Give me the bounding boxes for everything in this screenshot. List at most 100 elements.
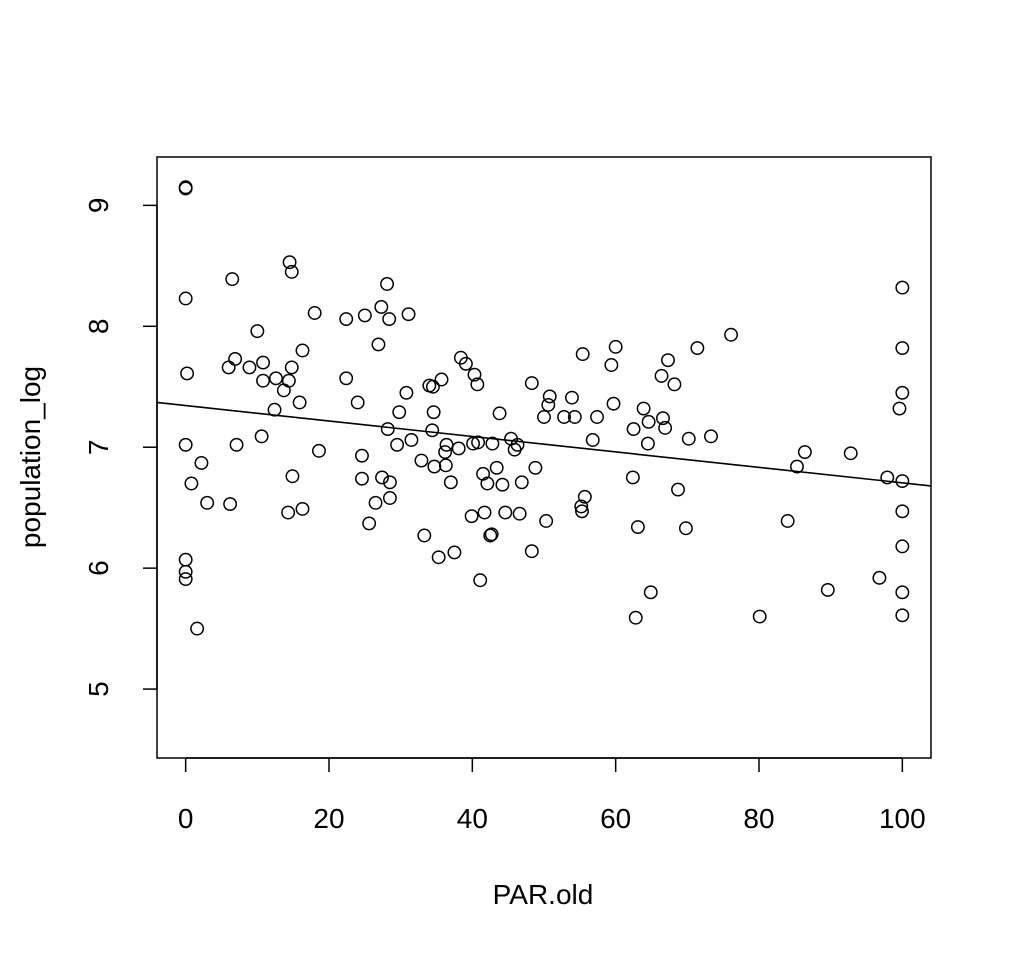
- data-point: [495, 477, 510, 492]
- data-point: [242, 360, 257, 375]
- data-point: [434, 372, 449, 387]
- data-point: [895, 504, 910, 519]
- data-point: [483, 528, 498, 543]
- data-point: [752, 609, 767, 624]
- data-point: [542, 389, 557, 404]
- data-point: [292, 395, 307, 410]
- data-point: [492, 406, 507, 421]
- data-point: [382, 475, 397, 490]
- data-point: [567, 410, 582, 424]
- data-point: [880, 470, 895, 485]
- x-tick-label: 80: [743, 803, 774, 834]
- data-point: [339, 312, 354, 326]
- regression-line: [156, 401, 932, 487]
- data-point: [254, 429, 269, 444]
- x-tick-label: 60: [600, 803, 631, 834]
- data-point: [671, 482, 685, 497]
- data-point: [510, 437, 525, 452]
- data-point: [608, 339, 623, 354]
- data-point: [643, 585, 658, 600]
- data-point: [178, 572, 193, 586]
- data-point: [473, 573, 488, 588]
- data-point: [307, 306, 322, 320]
- data-point: [471, 435, 486, 450]
- data-point: [895, 608, 910, 623]
- data-point: [484, 527, 499, 542]
- data-point: [574, 499, 589, 514]
- data-point: [895, 280, 910, 295]
- data-point: [678, 521, 693, 536]
- data-point: [466, 436, 480, 451]
- data-point: [180, 366, 195, 381]
- data-point: [498, 505, 513, 520]
- data-point: [355, 471, 369, 486]
- data-point: [895, 385, 910, 400]
- data-point: [221, 360, 236, 375]
- data-point: [374, 299, 389, 314]
- data-point: [225, 272, 240, 287]
- data-point: [312, 443, 326, 458]
- data-point: [178, 552, 193, 567]
- data-point: [382, 312, 397, 326]
- data-point: [269, 371, 283, 386]
- data-point: [843, 446, 858, 461]
- x-tick-label: 100: [879, 803, 926, 834]
- data-point: [872, 570, 887, 585]
- data-point: [200, 495, 215, 510]
- data-point: [895, 341, 910, 356]
- data-point: [524, 544, 539, 559]
- data-point: [178, 181, 193, 196]
- data-point: [281, 373, 296, 388]
- data-point: [477, 505, 492, 520]
- data-point: [628, 610, 643, 625]
- data-point: [250, 324, 265, 339]
- data-point: [485, 436, 500, 451]
- data-point: [539, 514, 554, 528]
- data-point: [426, 405, 441, 420]
- data-point: [467, 367, 482, 382]
- data-point: [458, 356, 473, 371]
- y-tick-label: 5: [83, 681, 114, 697]
- data-point: [790, 459, 804, 474]
- data-point: [512, 506, 527, 521]
- data-point: [565, 390, 579, 405]
- data-point: [797, 445, 812, 460]
- data-point: [480, 476, 495, 491]
- data-point: [892, 401, 907, 416]
- data-point: [656, 411, 670, 426]
- y-tick-label: 6: [83, 560, 114, 576]
- data-point: [626, 422, 641, 437]
- data-point: [630, 520, 645, 534]
- data-point: [350, 395, 365, 410]
- plot-frame: [156, 156, 932, 759]
- y-tick-label: 9: [83, 198, 114, 214]
- data-point: [704, 429, 718, 444]
- data-point: [636, 401, 651, 416]
- data-point: [575, 504, 589, 519]
- data-point: [724, 327, 738, 342]
- data-point: [178, 291, 193, 306]
- data-point: [285, 469, 300, 484]
- data-point: [489, 460, 504, 475]
- data-point: [690, 341, 705, 356]
- x-tick-label: 0: [178, 803, 194, 834]
- y-tick-label: 8: [83, 319, 114, 335]
- data-point: [427, 459, 442, 474]
- data-point: [464, 509, 479, 524]
- data-point: [575, 347, 590, 362]
- data-point: [357, 308, 372, 323]
- data-point: [355, 448, 369, 463]
- data-point: [392, 405, 407, 420]
- data-point: [681, 431, 696, 446]
- data-point: [514, 475, 529, 490]
- data-point: [438, 458, 453, 473]
- data-point: [178, 437, 193, 452]
- data-point: [284, 360, 299, 375]
- data-point: [895, 474, 910, 489]
- data-point: [267, 402, 282, 417]
- data-point: [604, 358, 619, 372]
- data-point: [295, 501, 310, 516]
- data-point: [585, 433, 600, 447]
